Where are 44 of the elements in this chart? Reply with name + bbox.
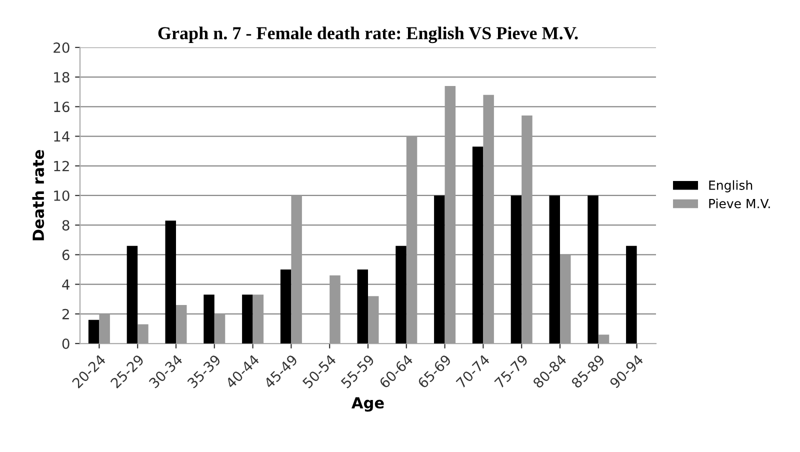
bar [88, 320, 100, 344]
chart-title: Graph n. 7 - Female death rate: English VS Pieve M.V. [158, 26, 578, 44]
x-axis-title: Age [352, 397, 384, 412]
bar [598, 334, 610, 344]
bar [483, 94, 494, 344]
y-tick-label: 4 [62, 279, 70, 290]
y-tick-label: 2 [62, 308, 69, 320]
bar [406, 136, 418, 344]
bar [126, 246, 138, 344]
bar [510, 195, 522, 344]
y-tick-label: 12 [54, 160, 69, 172]
y-tick-label: 6 [62, 250, 70, 260]
legend-label: English [709, 180, 752, 192]
bar [396, 246, 406, 344]
bar [522, 116, 532, 344]
bar [560, 254, 571, 344]
bar [444, 86, 456, 344]
y-tick-label: 10 [54, 190, 70, 201]
y-tick-label: 0 [62, 338, 70, 349]
bar [99, 314, 110, 344]
y-tick-label: 8 [62, 220, 70, 231]
bar [330, 275, 340, 344]
bar [434, 195, 445, 344]
bar [176, 305, 187, 344]
legend-label: Pieve M.V. [709, 198, 770, 208]
bar [242, 294, 253, 344]
bar [357, 270, 368, 344]
y-axis-title: Death rate [32, 150, 44, 240]
bar [588, 195, 598, 344]
y-tick-label: 16 [54, 102, 70, 112]
y-tick-label: 20 [54, 42, 70, 53]
y-tick-label: 14 [54, 131, 70, 142]
bar [626, 246, 637, 344]
bar [280, 270, 292, 344]
bar [252, 294, 264, 344]
bar [214, 314, 226, 344]
bar [165, 220, 176, 344]
bar [472, 146, 484, 344]
bar [138, 324, 148, 344]
bar [291, 195, 302, 344]
y-tick-label: 18 [54, 72, 70, 83]
bar [204, 294, 214, 344]
bar [549, 195, 560, 344]
bar [368, 296, 379, 344]
